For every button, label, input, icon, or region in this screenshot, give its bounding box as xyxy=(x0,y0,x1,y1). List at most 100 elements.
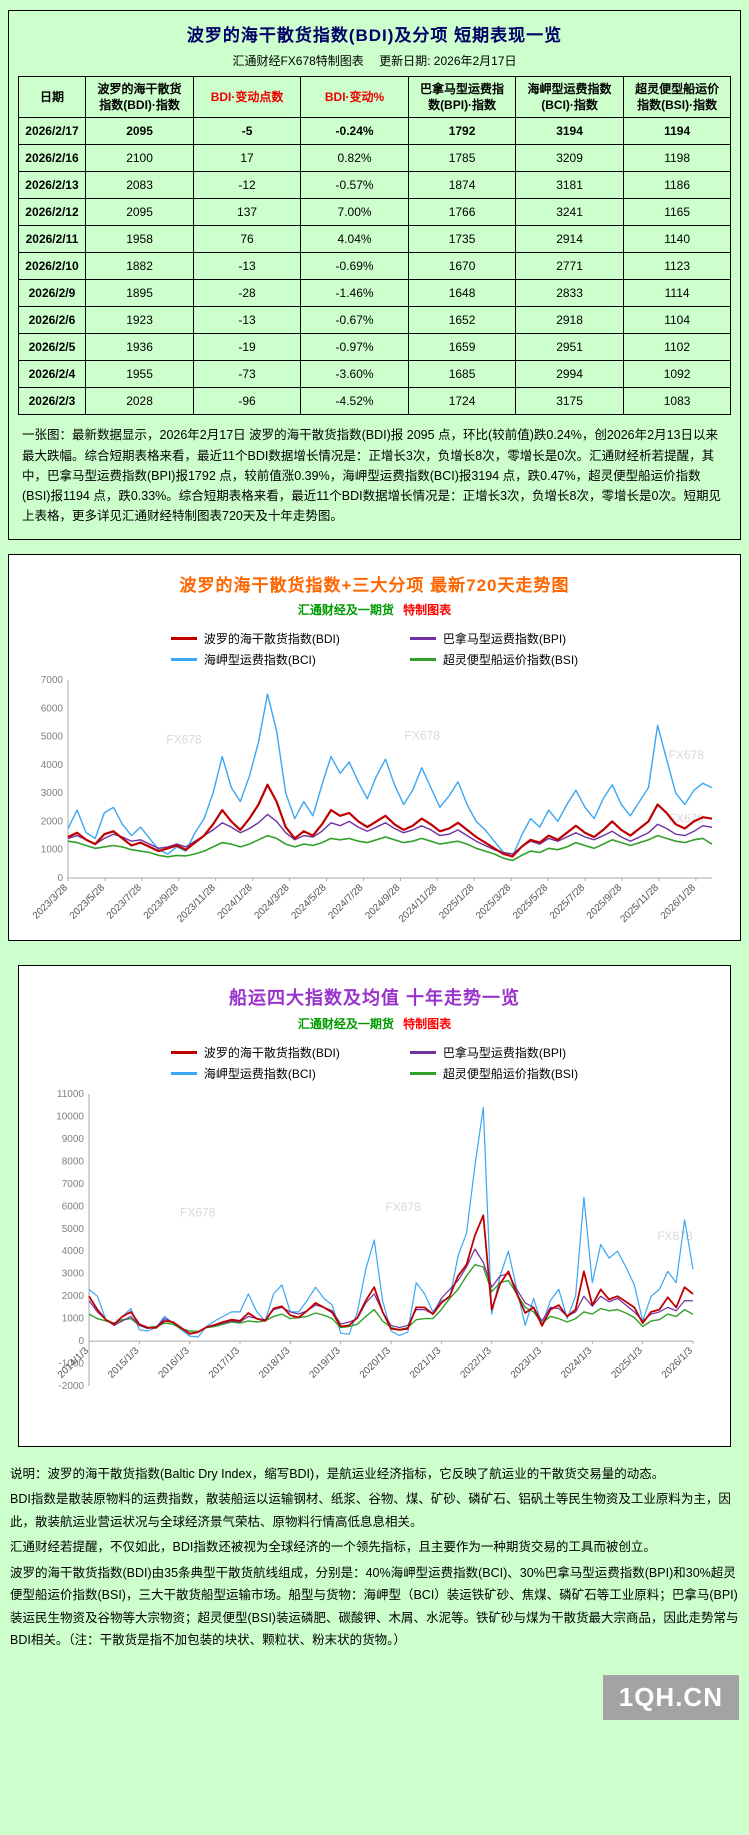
series-line xyxy=(88,1106,694,1338)
chart-subtitle-source: 汇通财经及一期货 xyxy=(297,602,394,617)
table-cell: -19 xyxy=(192,333,302,362)
table-cell: 3209 xyxy=(515,144,624,173)
table-cell: 1766 xyxy=(407,198,517,227)
table-cell: 1140 xyxy=(622,225,732,254)
table-cell: -0.67% xyxy=(300,306,409,335)
table-cell: -0.97% xyxy=(300,333,409,362)
svg-text:2023/11/28: 2023/11/28 xyxy=(175,882,218,925)
legend-label: 巴拿马型运费指数(BPI) xyxy=(442,631,567,646)
svg-text:2017/1/3: 2017/1/3 xyxy=(206,1345,242,1381)
chart-720day-subtitle: 汇通财经及一期货 特制图表 xyxy=(15,601,734,618)
table-cell: -28 xyxy=(192,279,302,308)
svg-text:0: 0 xyxy=(57,873,63,884)
svg-text:FX678: FX678 xyxy=(657,1229,693,1243)
svg-text:5000: 5000 xyxy=(61,1223,84,1234)
table-cell: 1724 xyxy=(407,387,517,416)
table-row: 2026/2/11 1958 76 4.04% 1735 2914 1140 xyxy=(17,225,732,254)
table-cell: -4.52% xyxy=(300,387,409,416)
legend-line-icon xyxy=(409,657,436,661)
summary-paragraph: 一张图：最新数据显示，2026年2月17日 波罗的海干散货指数(BDI)报 20… xyxy=(22,428,721,524)
column-header: 波罗的海干散货 指数(BDI)·指数 xyxy=(85,75,194,119)
svg-text:6000: 6000 xyxy=(61,1201,84,1212)
table-cell: 1874 xyxy=(407,171,517,200)
table-cell: -13 xyxy=(192,252,302,281)
page: 波罗的海干散货指数(BDI)及分项 短期表现一览 汇通财经FX678特制图表 更… xyxy=(0,10,749,1754)
svg-text:2025/1/3: 2025/1/3 xyxy=(609,1345,645,1381)
svg-text:4000: 4000 xyxy=(61,1246,84,1257)
table-cell: 1792 xyxy=(407,117,517,146)
table-header-row: 日期 波罗的海干散货 指数(BDI)·指数 BDI·变动点数 BDI·变动% 巴拿马型运… xyxy=(17,75,732,119)
svg-text:FX678: FX678 xyxy=(404,728,440,742)
table-cell: 2083 xyxy=(85,171,194,200)
chart-10year-subtitle: 汇通财经及一期货 特制图表 xyxy=(27,1015,722,1032)
table-cell: 7.00% xyxy=(300,198,409,227)
table-cell: 2026/2/16 xyxy=(17,144,87,173)
svg-text:5000: 5000 xyxy=(40,731,63,742)
table-cell: 1083 xyxy=(622,387,732,416)
table-cell: 2026/2/11 xyxy=(17,225,87,254)
svg-text:FX678: FX678 xyxy=(166,732,202,746)
table-cell: 1685 xyxy=(407,360,517,389)
svg-text:2025/3/28: 2025/3/28 xyxy=(474,882,514,922)
chart-10year-title: 船运四大指数及均值 十年走势一览 xyxy=(229,987,520,1008)
table-cell: 3194 xyxy=(515,117,624,146)
site-logo: 1QH.CN xyxy=(602,1674,739,1720)
table-cell: 2026/2/3 xyxy=(17,387,87,416)
table-subtitle: 汇通财经FX678特制图表 更新日期: 2026年2月17日 xyxy=(232,54,517,68)
table-title: 波罗的海干散货指数(BDI)及分项 短期表现一览 xyxy=(186,26,563,45)
legend-line-icon xyxy=(170,1071,197,1075)
svg-text:2024/7/28: 2024/7/28 xyxy=(326,882,366,922)
svg-text:2019/1/3: 2019/1/3 xyxy=(307,1345,343,1381)
note-paragraph: 汇通财经若提醒，不仅如此，BDI指数还被视为全球经济的一个领先指标，且主要作为一… xyxy=(10,1540,656,1555)
table-cell: 1923 xyxy=(85,306,194,335)
table-cell: 0.82% xyxy=(300,144,409,173)
legend-item: 超灵便型船运价指数(BSI) xyxy=(409,1065,578,1082)
series-line xyxy=(67,834,712,861)
table-cell: 3175 xyxy=(515,387,624,416)
table-cell: 1104 xyxy=(622,306,732,335)
svg-text:11000: 11000 xyxy=(56,1089,84,1100)
svg-text:1000: 1000 xyxy=(40,844,63,855)
table-row: 2026/2/12 2095 137 7.00% 1766 3241 1165 xyxy=(17,198,732,227)
legend-line-icon xyxy=(409,1050,436,1054)
svg-text:2025/5/28: 2025/5/28 xyxy=(511,882,551,922)
svg-text:3000: 3000 xyxy=(40,788,63,799)
table-cell: -3.60% xyxy=(300,360,409,389)
table-cell: 2026/2/4 xyxy=(17,360,87,389)
legend-item: 超灵便型船运价指数(BSI) xyxy=(409,651,578,668)
table-cell: 1955 xyxy=(85,360,194,389)
svg-text:2026/1/3: 2026/1/3 xyxy=(659,1345,695,1381)
svg-text:2023/9/28: 2023/9/28 xyxy=(141,882,181,922)
table-cell: -96 xyxy=(192,387,302,416)
chart-subtitle-tag: 特制图表 xyxy=(403,602,452,617)
bdi-table-head: 日期 波罗的海干散货 指数(BDI)·指数 BDI·变动点数 BDI·变动% 巴拿马型运… xyxy=(17,75,732,119)
svg-text:2025/1/28: 2025/1/28 xyxy=(437,882,477,922)
svg-text:2021/1/3: 2021/1/3 xyxy=(408,1345,444,1381)
svg-text:2024/3/28: 2024/3/28 xyxy=(252,882,292,922)
table-cell: 1648 xyxy=(407,279,517,308)
svg-text:10000: 10000 xyxy=(56,1111,84,1122)
svg-text:2024/9/28: 2024/9/28 xyxy=(363,882,403,922)
note-paragraph: 说明：波罗的海干散货指数(Baltic Dry Index，缩写BDI)，是航运… xyxy=(10,1466,665,1481)
table-row: 2026/2/9 1895 -28 -1.46% 1648 2833 1114 xyxy=(17,279,732,308)
shipping-10year-chart: FX678 FX678FX6781100010000900080007000600… xyxy=(42,1085,707,1438)
table-cell: 2026/2/9 xyxy=(17,279,87,308)
note-paragraph: BDI指数是散装原物料的运费指数，散装船运以运输钢材、纸浆、谷物、煤、矿砂、磷矿… xyxy=(10,1492,731,1529)
table-cell: 3241 xyxy=(515,198,624,227)
table-cell: 2914 xyxy=(515,225,624,254)
series-line xyxy=(66,693,712,857)
svg-text:2025/9/28: 2025/9/28 xyxy=(584,882,624,922)
table-cell: 137 xyxy=(192,198,302,227)
svg-text:FX678: FX678 xyxy=(385,1199,421,1213)
table-cell: 2026/2/13 xyxy=(17,171,87,200)
svg-text:6000: 6000 xyxy=(40,703,63,714)
table-cell: 1882 xyxy=(85,252,194,281)
table-cell: 2095 xyxy=(85,198,194,227)
svg-text:-1000: -1000 xyxy=(58,1358,84,1369)
footer: 1QH.CN xyxy=(0,1655,749,1754)
table-cell: 2771 xyxy=(515,252,624,281)
legend-item: 海岬型运费指数(BCI) xyxy=(170,1065,340,1082)
svg-text:3000: 3000 xyxy=(61,1268,84,1279)
chart-subtitle-tag: 特制图表 xyxy=(403,1016,452,1031)
bdi-table: 日期 波罗的海干散货 指数(BDI)·指数 BDI·变动点数 BDI·变动% 巴拿马型运… xyxy=(17,75,732,416)
